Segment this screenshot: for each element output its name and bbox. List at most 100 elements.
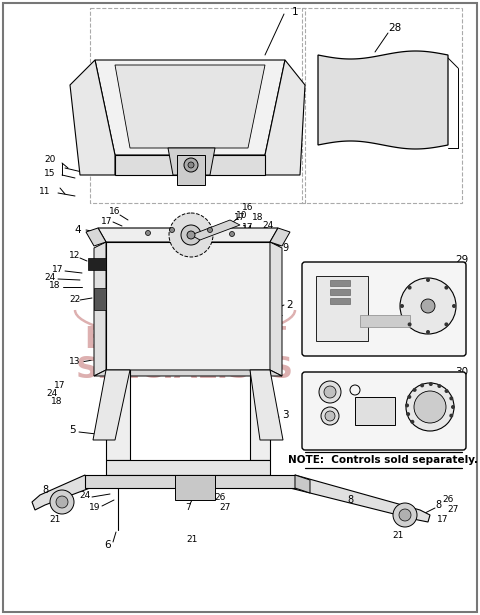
- Text: 24: 24: [44, 274, 56, 282]
- Text: 11: 11: [39, 188, 51, 197]
- Circle shape: [429, 382, 433, 386]
- Circle shape: [451, 405, 455, 409]
- Text: 22: 22: [70, 295, 81, 304]
- Text: NOTE:  Controls sold separately.: NOTE: Controls sold separately.: [288, 455, 478, 465]
- Text: 26: 26: [442, 496, 454, 504]
- Circle shape: [50, 490, 74, 514]
- Polygon shape: [94, 288, 106, 310]
- Circle shape: [169, 228, 175, 232]
- Circle shape: [187, 231, 195, 239]
- Polygon shape: [93, 370, 130, 440]
- Text: EQUIPMENT: EQUIPMENT: [84, 325, 286, 354]
- Circle shape: [229, 231, 235, 237]
- Circle shape: [400, 304, 404, 308]
- Text: 15: 15: [44, 170, 56, 178]
- Text: 24: 24: [79, 491, 91, 501]
- Bar: [355, 397, 395, 425]
- Circle shape: [405, 403, 409, 407]
- Polygon shape: [265, 60, 305, 175]
- Polygon shape: [318, 51, 448, 149]
- Circle shape: [207, 228, 213, 232]
- Text: 18: 18: [49, 282, 61, 290]
- Text: 27: 27: [219, 504, 231, 512]
- Text: 4: 4: [75, 225, 81, 235]
- Text: 17: 17: [234, 213, 246, 223]
- Text: 21: 21: [186, 536, 198, 544]
- Text: Blast: Blast: [320, 298, 337, 304]
- Circle shape: [449, 397, 453, 400]
- Bar: [316, 276, 368, 341]
- Bar: [330, 289, 350, 295]
- Circle shape: [414, 391, 446, 423]
- Text: 24: 24: [119, 231, 130, 239]
- Polygon shape: [32, 475, 90, 510]
- Circle shape: [444, 389, 448, 393]
- Text: 12: 12: [69, 252, 81, 261]
- Polygon shape: [95, 60, 285, 155]
- Circle shape: [399, 509, 411, 521]
- Text: 16: 16: [109, 207, 121, 216]
- Text: 1: 1: [292, 7, 298, 17]
- Bar: [302, 8, 462, 203]
- Text: 18: 18: [51, 397, 63, 405]
- Text: 26: 26: [214, 493, 226, 502]
- Polygon shape: [290, 475, 430, 522]
- Bar: [330, 298, 350, 304]
- Circle shape: [145, 231, 151, 236]
- Polygon shape: [250, 370, 270, 460]
- Circle shape: [408, 285, 412, 290]
- Text: 18: 18: [252, 213, 264, 223]
- Polygon shape: [168, 148, 215, 175]
- Text: 24: 24: [47, 389, 58, 397]
- Text: 5: 5: [69, 425, 75, 435]
- Circle shape: [437, 384, 441, 388]
- Polygon shape: [70, 60, 115, 175]
- Text: 27: 27: [447, 506, 459, 515]
- Text: OFF: OFF: [312, 410, 323, 415]
- Text: 30: 30: [456, 367, 468, 377]
- Text: 21: 21: [392, 531, 404, 539]
- Text: SPECIALISTS: SPECIALISTS: [76, 355, 294, 384]
- Bar: [330, 280, 350, 286]
- Text: 16: 16: [242, 204, 254, 213]
- Bar: [360, 315, 410, 327]
- FancyBboxPatch shape: [302, 262, 466, 356]
- Text: 23: 23: [224, 244, 236, 253]
- Text: On: On: [320, 280, 330, 286]
- Circle shape: [413, 388, 417, 392]
- Polygon shape: [85, 475, 295, 488]
- Polygon shape: [250, 370, 283, 440]
- Text: 8: 8: [435, 500, 441, 510]
- Circle shape: [444, 322, 448, 327]
- Polygon shape: [191, 220, 240, 240]
- Circle shape: [421, 299, 435, 313]
- Circle shape: [408, 395, 411, 399]
- Circle shape: [426, 330, 430, 334]
- Text: 25: 25: [179, 315, 191, 325]
- Polygon shape: [106, 242, 270, 370]
- Text: 21: 21: [49, 515, 60, 525]
- Text: 19: 19: [89, 504, 101, 512]
- Text: Off: Off: [320, 289, 330, 295]
- Text: 8: 8: [42, 485, 48, 495]
- Circle shape: [56, 496, 68, 508]
- Polygon shape: [115, 155, 265, 175]
- Text: 3: 3: [282, 410, 288, 420]
- Polygon shape: [106, 460, 270, 475]
- Polygon shape: [270, 228, 290, 246]
- Text: MIN: MIN: [407, 432, 419, 437]
- Bar: [90, 8, 305, 203]
- Text: 17: 17: [242, 223, 254, 232]
- Text: 10: 10: [236, 212, 248, 221]
- Text: 8: 8: [347, 495, 353, 505]
- Circle shape: [325, 411, 335, 421]
- Text: 17: 17: [101, 218, 113, 226]
- Circle shape: [410, 420, 414, 424]
- Circle shape: [393, 503, 417, 527]
- Text: 17: 17: [52, 266, 64, 274]
- Circle shape: [400, 278, 456, 334]
- Circle shape: [426, 278, 430, 282]
- FancyBboxPatch shape: [302, 372, 466, 450]
- Text: 14: 14: [242, 226, 254, 234]
- Text: 24: 24: [263, 221, 274, 229]
